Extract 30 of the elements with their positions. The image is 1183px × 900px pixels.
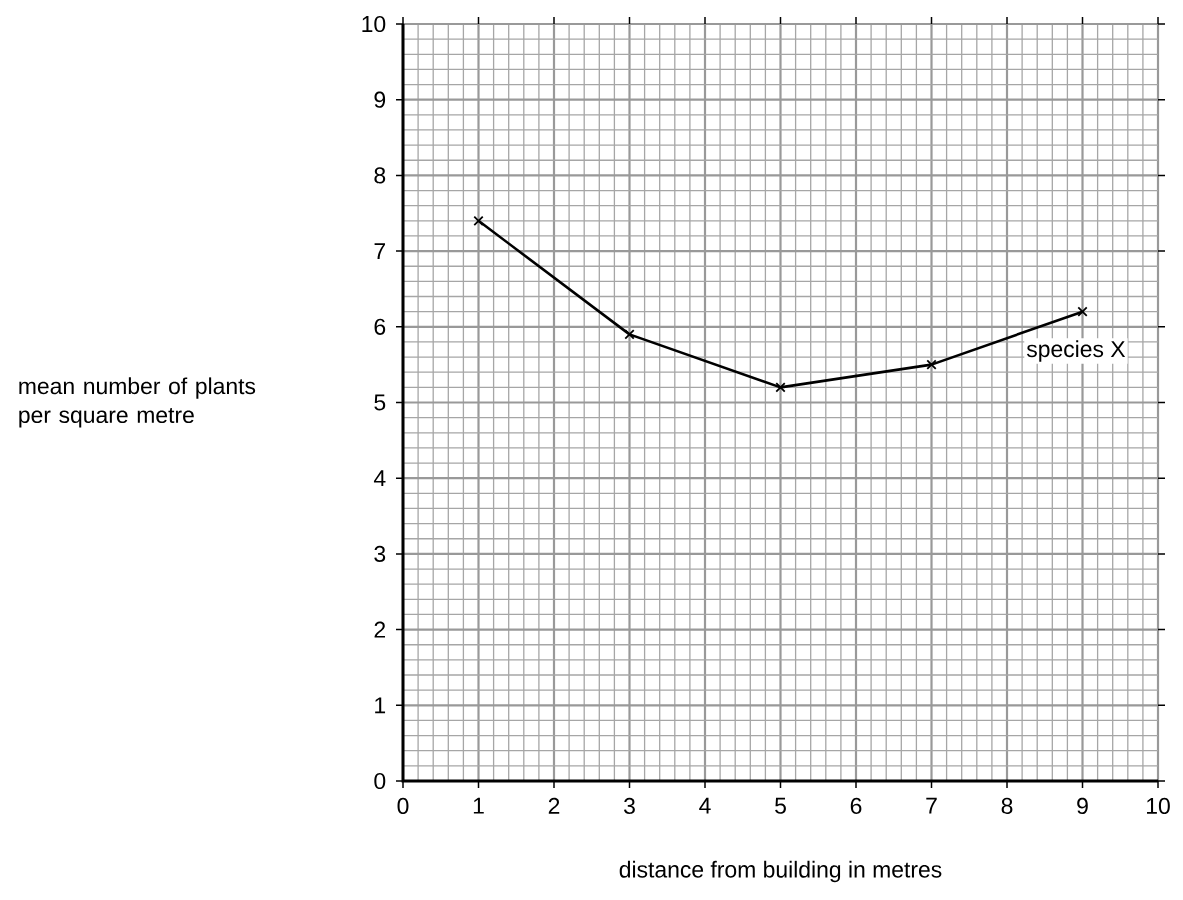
x-tick-label: 0	[397, 797, 409, 815]
y-tick-label: 9	[374, 91, 386, 108]
x-axis-title: distance from building in metres	[619, 860, 942, 883]
y-tick-label: 7	[374, 243, 386, 259]
y-tick-label: 4	[373, 470, 386, 487]
x-tick-label: 7	[926, 797, 937, 814]
y-tick-label: 3	[374, 545, 386, 562]
point	[1077, 306, 1088, 317]
x-tick-label: 10	[1147, 797, 1170, 815]
x-tick-label: 5	[775, 797, 786, 814]
y-tick-label: 1	[375, 697, 386, 714]
x-tick-label: 3	[624, 797, 635, 815]
y-tick-label: 5	[374, 394, 386, 411]
y-tick-label: 2	[374, 621, 386, 638]
point	[775, 382, 786, 393]
x-tick-label: 4	[699, 797, 711, 814]
y-tick-label: 6	[374, 318, 386, 335]
x-tick-label: 1	[473, 797, 484, 814]
point	[624, 329, 635, 340]
x-tick-label: 6	[850, 797, 862, 815]
y-tick-label: 10	[362, 15, 386, 33]
series-label: species X	[1026, 340, 1126, 362]
x-tick-label: 9	[1077, 797, 1088, 815]
point	[473, 215, 484, 226]
x-tick-label: 2	[548, 797, 560, 814]
y-axis-title: mean number of plants per square metre	[19, 377, 256, 428]
point	[926, 359, 937, 370]
y-tick-label: 0	[374, 772, 386, 790]
y-tick-label: 8	[374, 167, 386, 184]
x-tick-label: 8	[1001, 797, 1013, 815]
